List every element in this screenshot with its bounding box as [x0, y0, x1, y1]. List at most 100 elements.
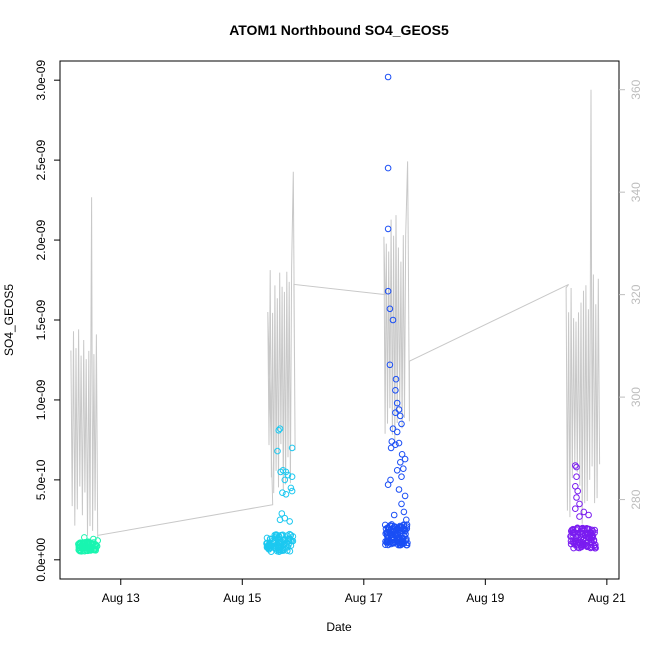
data-point [389, 533, 397, 541]
data-point [286, 518, 294, 525]
data-point [274, 543, 281, 551]
data-point [284, 547, 291, 554]
data-point [592, 541, 599, 549]
data-point [395, 541, 402, 549]
data-point [384, 287, 392, 295]
x-tick-label: Aug 15 [223, 591, 261, 605]
data-point [81, 547, 88, 555]
data-point [83, 542, 91, 550]
data-point [92, 547, 99, 554]
y-tick-label: 1.5e-09 [34, 299, 48, 340]
y2-tick-label: 320 [629, 284, 643, 304]
data-point [401, 492, 409, 500]
data-point [573, 463, 580, 471]
data-point [398, 527, 405, 534]
data-point [398, 451, 406, 458]
data-point [282, 468, 290, 476]
x-axis: Aug 13 Aug 15 Aug 17 Aug 19 Aug 21 [102, 579, 626, 605]
chart-title: ATOM1 Northbound SO4_GEOS5 [229, 22, 449, 38]
data-point [276, 425, 284, 433]
data-point [576, 544, 583, 552]
data-point [573, 473, 580, 481]
data-point [402, 530, 409, 538]
data-point [392, 387, 399, 394]
y2-tick-label: 280 [629, 489, 643, 509]
data-point [567, 533, 574, 540]
data-point [275, 427, 283, 434]
data-point [384, 164, 392, 172]
data-point [393, 467, 401, 474]
x-tick-label: Aug 13 [102, 591, 140, 605]
data-point [572, 505, 579, 513]
data-point [384, 73, 392, 81]
data-point [384, 225, 392, 233]
data-point [392, 409, 399, 417]
secondary-line [70, 89, 601, 538]
data-point [584, 542, 592, 550]
data-point [386, 529, 393, 536]
data-point [278, 510, 286, 517]
data-point [383, 528, 391, 536]
data-point [81, 534, 88, 541]
y2-tick-label: 300 [629, 387, 643, 407]
data-point [284, 471, 292, 479]
data-point [90, 535, 97, 543]
y-tick-label: 2.0e-09 [34, 219, 48, 260]
data-point [288, 473, 296, 481]
data-point [403, 521, 411, 529]
data-point [580, 508, 588, 516]
data-point [393, 428, 401, 436]
data-point [587, 529, 595, 536]
data-point [398, 534, 406, 542]
y2-tick-label: 360 [629, 79, 643, 99]
data-point [393, 399, 401, 407]
data-point [279, 489, 286, 497]
data-point [287, 484, 295, 492]
data-point [390, 511, 398, 519]
data-point [276, 516, 284, 524]
data-point [403, 516, 410, 524]
data-point [282, 491, 290, 498]
data-point [283, 542, 290, 550]
series-3 [381, 73, 411, 549]
data-point [400, 465, 407, 473]
data-point [274, 447, 281, 455]
data-point [386, 361, 394, 369]
data-point [386, 538, 394, 546]
data-point [399, 525, 407, 532]
data-point [76, 540, 83, 548]
secondary-line-path [70, 89, 601, 538]
data-point [398, 420, 405, 428]
data-point [389, 425, 397, 433]
y2-axis: 280 300 320 340 360 [619, 79, 643, 510]
data-point [585, 511, 592, 519]
data-points [75, 73, 599, 556]
y-tick-label: 1.0e-09 [34, 379, 48, 420]
data-point [395, 439, 403, 447]
data-point [403, 535, 410, 543]
data-point [397, 412, 404, 420]
data-point [395, 486, 403, 493]
data-point [398, 473, 405, 481]
data-point [581, 525, 589, 533]
series-2 [263, 425, 297, 556]
data-point [576, 513, 583, 520]
data-point [578, 525, 586, 533]
x-axis-label: Date [326, 620, 352, 634]
x-tick-label: Aug 17 [345, 591, 383, 605]
y-tick-label: 3.0e-09 [34, 60, 48, 101]
y-tick-label: 2.5e-09 [34, 139, 48, 180]
data-point [392, 375, 400, 383]
data-point [576, 500, 583, 508]
data-point [396, 523, 404, 531]
x-tick-label: Aug 19 [466, 591, 504, 605]
data-point [277, 531, 285, 539]
data-point [386, 305, 394, 313]
y2-tick-label: 340 [629, 182, 643, 202]
data-point [284, 543, 292, 551]
series-1 [75, 534, 101, 555]
data-point [275, 538, 283, 546]
data-point [401, 455, 409, 463]
data-point [592, 544, 599, 552]
